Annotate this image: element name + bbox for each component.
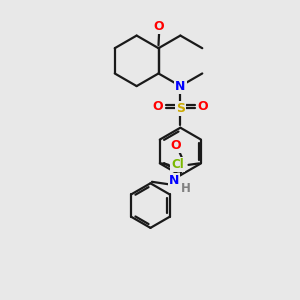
Text: O: O: [170, 139, 181, 152]
Text: H: H: [181, 182, 190, 195]
Text: O: O: [198, 100, 208, 113]
Text: Cl: Cl: [171, 158, 184, 171]
Text: O: O: [154, 20, 164, 33]
Text: N: N: [175, 80, 186, 93]
Text: O: O: [152, 100, 163, 113]
Text: S: S: [176, 102, 185, 115]
Text: N: N: [169, 174, 179, 187]
